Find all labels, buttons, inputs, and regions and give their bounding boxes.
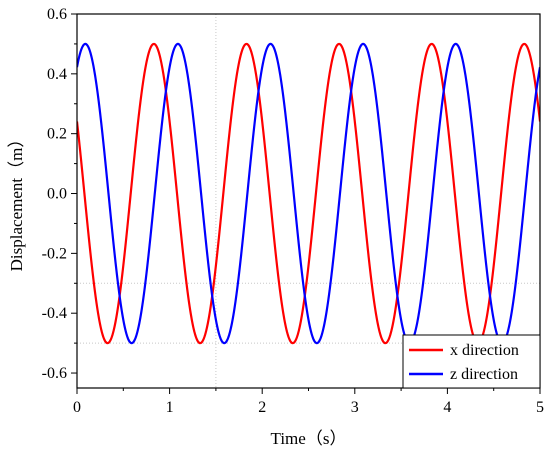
legend-label-z-direction: z direction [450, 366, 518, 383]
y-tick-label: -0.2 [42, 245, 67, 262]
y-tick-label: 0.6 [47, 6, 67, 23]
x-axis-title: Time（s） [271, 429, 347, 448]
y-tick-label: -0.6 [42, 365, 67, 382]
series-group [77, 42, 540, 345]
x-tick-label: 0 [73, 399, 81, 416]
legend: x direction z direction [402, 334, 541, 389]
series-line-x-direction [77, 42, 540, 345]
y-tick-label: 0.2 [47, 126, 67, 143]
plot-frame [76, 13, 541, 389]
y-tick-label: 0.0 [47, 186, 67, 203]
y-axis-title: Displacement（m） [7, 131, 26, 272]
x-tick-label: 5 [536, 399, 544, 416]
x-tick-label: 1 [166, 399, 174, 416]
y-tick-label: -0.4 [42, 305, 67, 322]
legend-box [402, 334, 541, 389]
x-axis: 0 1 2 3 4 5 [73, 388, 544, 416]
legend-label-x-direction: x direction [450, 342, 519, 359]
reference-lines [77, 14, 540, 388]
y-tick-label: 0.4 [47, 66, 67, 83]
x-tick-label: 2 [258, 399, 266, 416]
y-axis: -0.6 -0.4 -0.2 0.0 0.2 0.4 0.6 [42, 6, 77, 382]
series-line-z-direction [77, 42, 540, 345]
x-tick-label: 4 [443, 399, 451, 416]
x-tick-label: 3 [351, 399, 359, 416]
